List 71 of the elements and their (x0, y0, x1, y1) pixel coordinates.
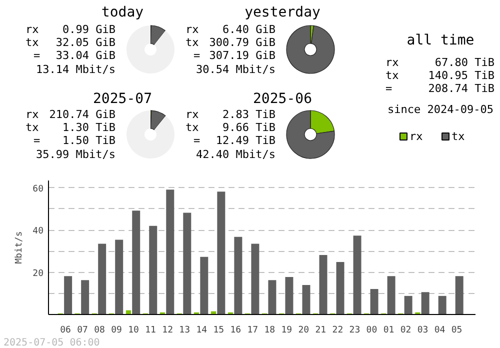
text: tx (186, 121, 200, 134)
x-tick-label: 17 (247, 326, 258, 336)
x-tick-label: 05 (451, 326, 462, 336)
text: 2025-07-05 06:00 (4, 338, 100, 348)
chart-title: 2025-07 (93, 91, 152, 107)
text: rx (186, 108, 200, 121)
text: 1.30 TiB (62, 121, 116, 134)
text: 307.19 GiB (209, 49, 276, 62)
chart-title: yesterday (244, 4, 320, 20)
text: = (34, 49, 40, 62)
x-tick-label: 18 (264, 326, 276, 336)
x-tick-label: 13 (179, 326, 190, 336)
text: 6.40 GiB (222, 23, 276, 36)
x-tick-label: 02 (400, 326, 412, 336)
x-tick-label: 09 (111, 326, 122, 336)
x-tick-label: 23 (349, 326, 360, 336)
y-tick-label: 40 (32, 226, 44, 237)
text: 300.79 GiB (209, 36, 276, 49)
legend-label: rx (410, 130, 424, 143)
x-tick-label: 15 (213, 326, 224, 336)
text: since 2024-09-05 (388, 103, 494, 116)
chart-title: 2025-06 (253, 91, 312, 107)
text: 2.83 TiB (222, 108, 276, 121)
text: tx (186, 36, 200, 49)
x-tick-label: 21 (315, 326, 326, 336)
text: tx (386, 69, 400, 82)
text: tx (26, 121, 40, 134)
text: rx (26, 108, 40, 121)
legend-label: tx (452, 130, 466, 143)
text: 13.14 Mbit/s (36, 63, 116, 76)
x-tick-label: 12 (162, 326, 174, 336)
text: = (194, 49, 200, 62)
x-tick-label: 16 (230, 326, 242, 336)
x-tick-label: 08 (94, 326, 105, 336)
x-tick-label: 03 (417, 326, 428, 336)
text: 30.54 Mbit/s (196, 63, 276, 76)
y-tick-label: 20 (32, 268, 44, 279)
x-tick-label: 14 (196, 326, 208, 336)
x-tick-label: 20 (298, 326, 310, 336)
x-tick-label: 06 (60, 326, 71, 336)
text: 140.95 TiB (428, 69, 495, 82)
text: 33.04 GiB (56, 49, 116, 62)
text: 9.66 TiB (222, 121, 276, 134)
text: 42.40 Mbit/s (196, 148, 276, 161)
y-tick-label: 60 (32, 184, 44, 194)
text: = (386, 82, 392, 95)
x-tick-label: 19 (281, 326, 292, 336)
x-tick-label: 10 (128, 326, 139, 336)
x-tick-label: 22 (332, 326, 344, 336)
chart-title: today (101, 4, 144, 20)
text: 32.05 GiB (56, 36, 116, 49)
text: rx (26, 23, 40, 36)
text: rx (186, 23, 200, 36)
x-tick-label: 11 (145, 326, 156, 336)
text: all time (406, 32, 474, 48)
text: 35.99 Mbit/s (36, 148, 116, 161)
text: 1.50 TiB (62, 134, 116, 147)
x-tick-label: 04 (434, 326, 446, 336)
y-axis-title: Mbit/s (14, 231, 25, 264)
text: = (34, 134, 40, 147)
x-tick-label: 01 (383, 326, 394, 336)
text: rx (386, 56, 400, 69)
text: 67.80 TiB (434, 56, 495, 69)
x-tick-label: 07 (77, 326, 88, 336)
text: = (194, 134, 200, 147)
text: 208.74 TiB (428, 82, 495, 95)
text: 0.99 GiB (62, 23, 116, 36)
text: 12.49 TiB (216, 134, 276, 147)
text: 210.74 GiB (49, 108, 116, 121)
x-tick-label: 00 (366, 326, 378, 336)
text: tx (26, 36, 40, 49)
